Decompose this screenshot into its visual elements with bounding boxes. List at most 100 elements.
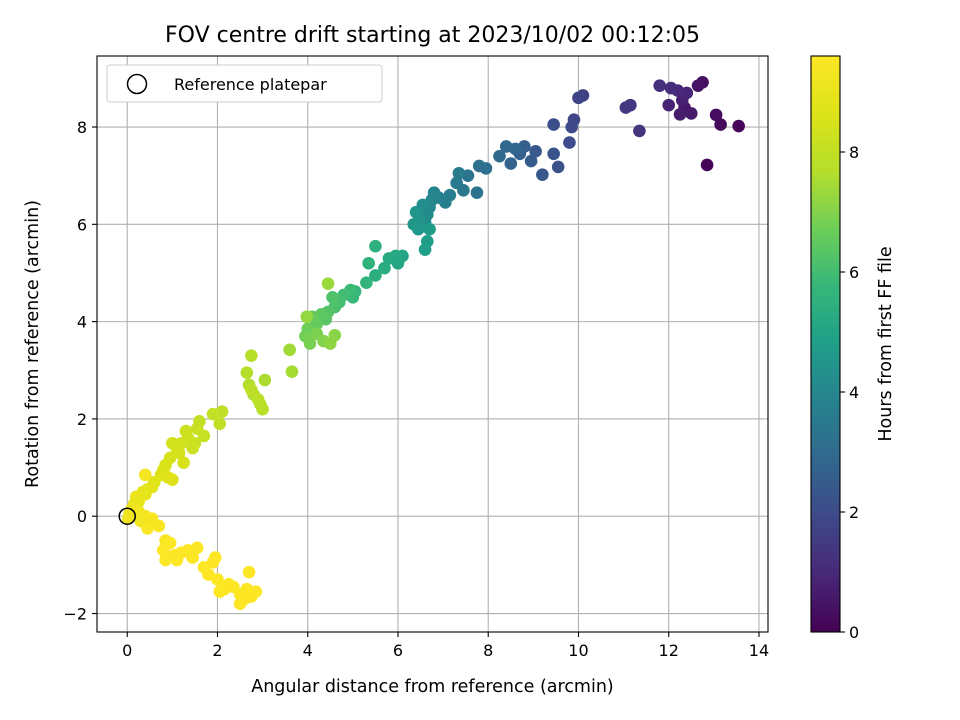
data-point [326,290,339,304]
data-point [450,176,463,190]
data-point [714,118,727,131]
data-point [208,551,222,564]
data-point [166,436,179,450]
colorbar-gradient [810,55,841,633]
data-point [362,256,375,270]
data-point [493,149,506,163]
data-point [369,269,382,282]
data-point [190,422,204,435]
plot-frame [96,55,769,633]
data-point [664,81,678,95]
data-point [321,277,335,290]
data-point [732,119,745,133]
data-point [245,349,258,362]
data-point [256,402,269,416]
data-point [565,120,579,134]
data-point [662,98,676,112]
data-point [190,541,204,555]
data-point [240,366,254,380]
data-point [360,276,373,290]
data-point [684,107,698,120]
x-axis-ticks: 0 2 4 6 8 10 12 14 [122,632,769,660]
colorbar-tick-label: 2 [849,503,859,522]
data-point [323,337,337,350]
data-point [504,157,518,170]
data-point [172,446,186,460]
legend-box [106,64,383,103]
y-axis-ticks: −2 0 2 4 6 8 [63,118,97,624]
data-point [452,166,466,180]
data-point [691,79,705,92]
colorbar-tick-label: 6 [849,263,859,282]
data-point [251,393,265,406]
data-point [369,239,382,253]
data-point [619,101,633,114]
y-tick-label: 2 [77,410,87,429]
y-tick-label: 4 [77,313,87,332]
legend: Reference platepar [106,64,383,103]
data-point [499,140,513,153]
data-point [245,383,258,397]
data-point [700,158,714,172]
data-point [285,365,299,379]
data-point [206,407,220,421]
data-point [529,145,542,158]
data-point [673,108,687,121]
data-point [572,91,585,105]
data-point [242,565,256,579]
x-tick-label: 0 [122,641,132,660]
colorbar-tick-label: 8 [849,143,859,162]
y-tick-label: −2 [63,605,87,624]
data-point [536,168,549,182]
data-point [177,456,190,470]
data-point [258,373,272,387]
data-point [161,470,175,484]
x-tick-label: 14 [749,641,769,660]
data-point [152,519,166,533]
data-point [213,417,227,431]
data-point [211,573,224,586]
data-points [118,75,745,611]
data-point [159,553,172,567]
data-point [186,441,199,455]
data-point [138,468,152,482]
data-point [524,154,538,168]
data-point [186,551,199,564]
data-point [411,222,425,236]
data-point [121,512,135,525]
reference-marker [118,507,136,525]
data-point [418,243,432,256]
x-tick-label: 10 [568,641,588,660]
x-tick-label: 2 [212,641,222,660]
data-point [300,310,314,324]
chart-title: FOV centre drift starting at 2023/10/02 … [165,23,700,48]
data-point [563,136,576,149]
data-point [303,337,317,350]
colorbar-label: Hours from first FF file [876,246,896,441]
x-tick-label: 4 [303,641,313,660]
legend-marker [126,73,148,95]
y-tick-label: 6 [77,215,87,234]
y-tick-label: 0 [77,507,87,526]
y-tick-label: 8 [77,118,87,137]
x-tick-label: 12 [659,641,679,660]
colorbar-ticks: 0 2 4 6 8 [840,143,859,642]
data-point [547,118,560,131]
data-point [283,343,296,357]
colorbar: 0 2 4 6 8 Hours from first FF file [810,55,896,642]
data-point [170,553,184,567]
data-point [382,252,396,265]
data-point [157,543,170,557]
data-point [141,522,154,535]
data-point [472,159,486,173]
data-point [709,108,723,122]
data-point [547,147,560,161]
data-point [551,160,565,174]
legend-label: Reference platepar [174,75,327,94]
data-point [633,124,646,138]
y-axis-label: Rotation from reference (arcmin) [23,200,43,488]
x-axis-label: Angular distance from reference (arcmin) [251,677,614,697]
data-point [409,205,423,219]
data-point [423,222,436,236]
